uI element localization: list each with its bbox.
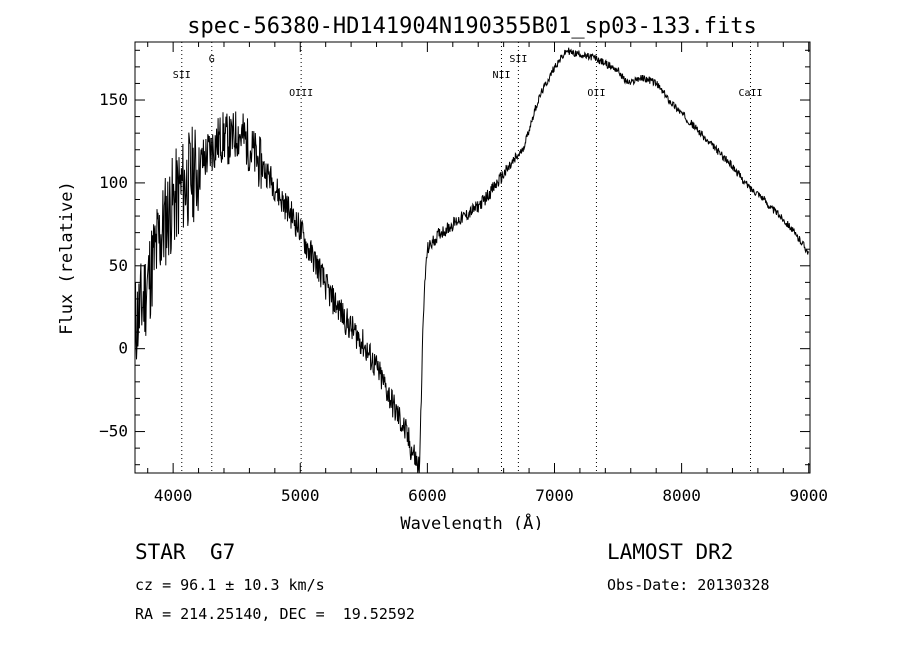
x-tick-label: 9000 <box>789 486 828 505</box>
marker-label-oiii-2: OIII <box>289 88 313 99</box>
x-tick-label: 8000 <box>662 486 701 505</box>
object-class: STAR <box>135 540 186 564</box>
y-axis-label: Flux (relative) <box>57 181 77 335</box>
plot-frame <box>134 41 811 474</box>
spectrum-chart: spec-56380-HD141904N190355B01_sp03-133.f… <box>57 14 828 530</box>
x-tick-label: 5000 <box>281 486 320 505</box>
marker-label-nii-3: NII <box>492 70 510 81</box>
redshift-velocity: cz = 96.1 ± 10.3 km/s <box>135 576 325 594</box>
spectral-line-markers: SII G OIII NII SII OII CaII <box>173 42 763 473</box>
y-tick-label: 0 <box>118 339 128 358</box>
x-tick-label: 7000 <box>535 486 574 505</box>
chart-title: spec-56380-HD141904N190355B01_sp03-133.f… <box>187 14 757 39</box>
spectrum-line <box>134 47 810 474</box>
x-tick-label: 4000 <box>154 486 193 505</box>
observation-date: Obs-Date: 20130328 <box>607 576 770 594</box>
survey-name: LAMOST DR2 <box>607 540 734 564</box>
marker-label-oii-5: OII <box>587 88 605 99</box>
y-axis: −50 0 50 100 150 <box>99 49 810 466</box>
y-tick-label: 150 <box>99 90 128 109</box>
x-axis: 4000 5000 6000 7000 8000 9000 <box>147 42 828 505</box>
x-axis-label: Wavelength (Å) <box>400 512 543 530</box>
object-subclass: G7 <box>210 540 236 564</box>
marker-label-sii-0: SII <box>173 70 191 81</box>
marker-label-sii-4: SII <box>509 54 527 65</box>
y-tick-label: −50 <box>99 422 128 441</box>
x-tick-label: 6000 <box>408 486 447 505</box>
y-tick-label: 50 <box>109 256 128 275</box>
y-tick-label: 100 <box>99 173 128 192</box>
marker-label-g-1: G <box>209 54 215 65</box>
marker-label-caii-6: CaII <box>738 88 762 99</box>
coordinates: RA = 214.25140, DEC = 19.52592 <box>135 605 415 623</box>
